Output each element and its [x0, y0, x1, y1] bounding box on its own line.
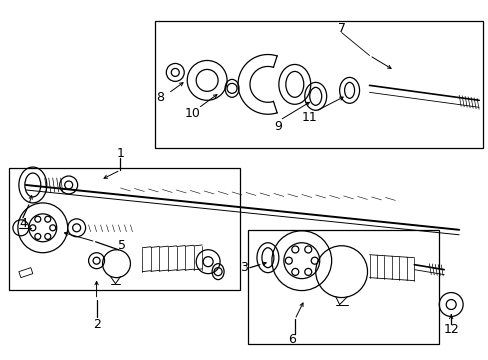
Text: 12: 12 [443, 323, 458, 336]
Text: 3: 3 [240, 261, 247, 274]
Text: 6: 6 [287, 333, 295, 346]
Text: 7: 7 [337, 22, 345, 35]
Text: 11: 11 [301, 111, 317, 124]
Text: 1: 1 [116, 147, 124, 159]
Text: 8: 8 [156, 91, 164, 104]
Text: 10: 10 [184, 107, 200, 120]
Text: 2: 2 [92, 318, 101, 331]
Text: 5: 5 [118, 239, 126, 252]
Text: 9: 9 [273, 120, 281, 133]
Text: 4: 4 [19, 217, 27, 230]
